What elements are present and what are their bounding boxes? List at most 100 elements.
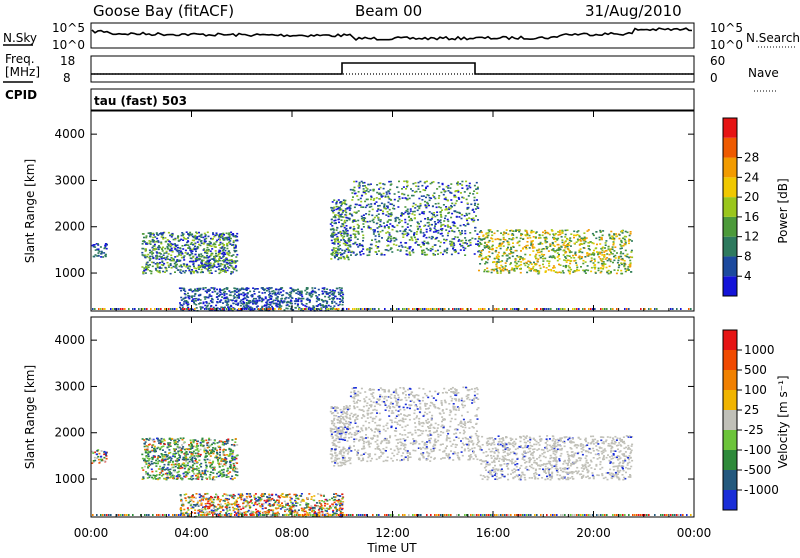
echo-cell [178,448,180,450]
echo-cell [177,444,179,446]
echo-cell [557,252,559,254]
echo-cell [355,212,357,214]
echo-cell [560,249,562,251]
echo-cell [573,260,575,262]
echo-cell [342,294,344,296]
echo-cell [411,195,413,197]
echo-cell [630,262,632,264]
echo-cell [601,247,603,249]
echo-cell [560,272,562,274]
echo-cell [481,259,483,261]
echo-cell [202,237,204,239]
echo-cell [410,236,412,238]
echo-cell [142,476,144,478]
echo-cell [455,203,457,205]
echo-cell [549,245,551,247]
echo-cell [212,469,214,471]
echo-cell [274,308,276,310]
echo-cell [174,263,176,265]
echo-cell [258,291,260,293]
echo-cell [236,254,238,256]
echo-cell [231,444,233,446]
echo-cell [181,451,183,453]
nsky-label: N.Sky [3,31,37,45]
echo-cell [501,269,503,271]
echo-cell [409,239,411,241]
echo-cell [94,457,96,459]
echo-cell [463,249,465,251]
echo-cell [464,242,466,244]
echo-cell [454,205,456,207]
echo-cell [171,235,173,237]
echo-cell [162,458,164,460]
echo-cell [396,308,398,310]
echo-cell [421,253,423,255]
echo-cell [419,191,421,193]
echo-cell [548,265,550,267]
echo-cell [194,303,196,305]
echo-cell [161,454,163,456]
echo-cell [157,457,159,459]
echo-cell [609,249,611,251]
echo-cell [434,198,436,200]
echo-cell [374,308,376,310]
echo-cell [186,231,188,233]
echo-cell [387,196,389,198]
echo-cell [602,308,604,310]
echo-cell [510,251,512,253]
echo-cell [215,476,217,478]
echo-cell [208,303,210,305]
echo-cell [363,188,365,190]
echo-cell [215,305,217,307]
echo-cell [356,204,358,206]
echo-cell [608,270,610,272]
echo-cell [223,255,225,257]
echo-cell [221,248,223,250]
echo-cell [315,292,317,294]
echo-cell [192,271,194,273]
echo-cell [187,244,189,246]
echo-cell [450,183,452,185]
echo-cell [371,248,373,250]
echo-cell [236,462,238,464]
echo-cell [466,199,468,201]
echo-cell [640,308,642,310]
echo-cell [488,308,490,310]
echo-cell [502,255,504,257]
echo-cell [202,287,204,289]
echo-cell [224,297,226,299]
echo-cell [496,270,498,272]
echo-cell [524,254,526,256]
echo-cell [222,250,224,252]
echo-cell [196,307,198,309]
echo-cell [339,298,341,300]
echo-cell [405,242,407,244]
echo-cell [187,459,189,461]
echo-cell [420,232,422,234]
echo-cell [376,184,378,186]
echo-cell [212,234,214,236]
echo-cell [557,238,559,240]
echo-cell [418,223,420,225]
echo-cell [176,267,178,269]
echo-cell [174,456,176,458]
echo-cell [360,201,362,203]
echo-cell [183,259,185,261]
echo-cell [201,504,203,506]
echo-cell [551,270,553,272]
echo-cell [268,308,270,310]
echo-cell [445,197,447,199]
echo-cell [168,232,170,234]
echo-cell [346,225,348,227]
echo-cell [368,204,370,206]
echo-cell [433,231,435,233]
echo-cell [270,308,272,310]
echo-cell [193,451,195,453]
echo-cell [179,260,181,262]
echo-cell [424,181,426,183]
echo-cell [141,248,143,250]
echo-cell [557,244,559,246]
echo-cell [387,240,389,242]
echo-cell [118,308,120,310]
echo-cell [613,238,615,240]
